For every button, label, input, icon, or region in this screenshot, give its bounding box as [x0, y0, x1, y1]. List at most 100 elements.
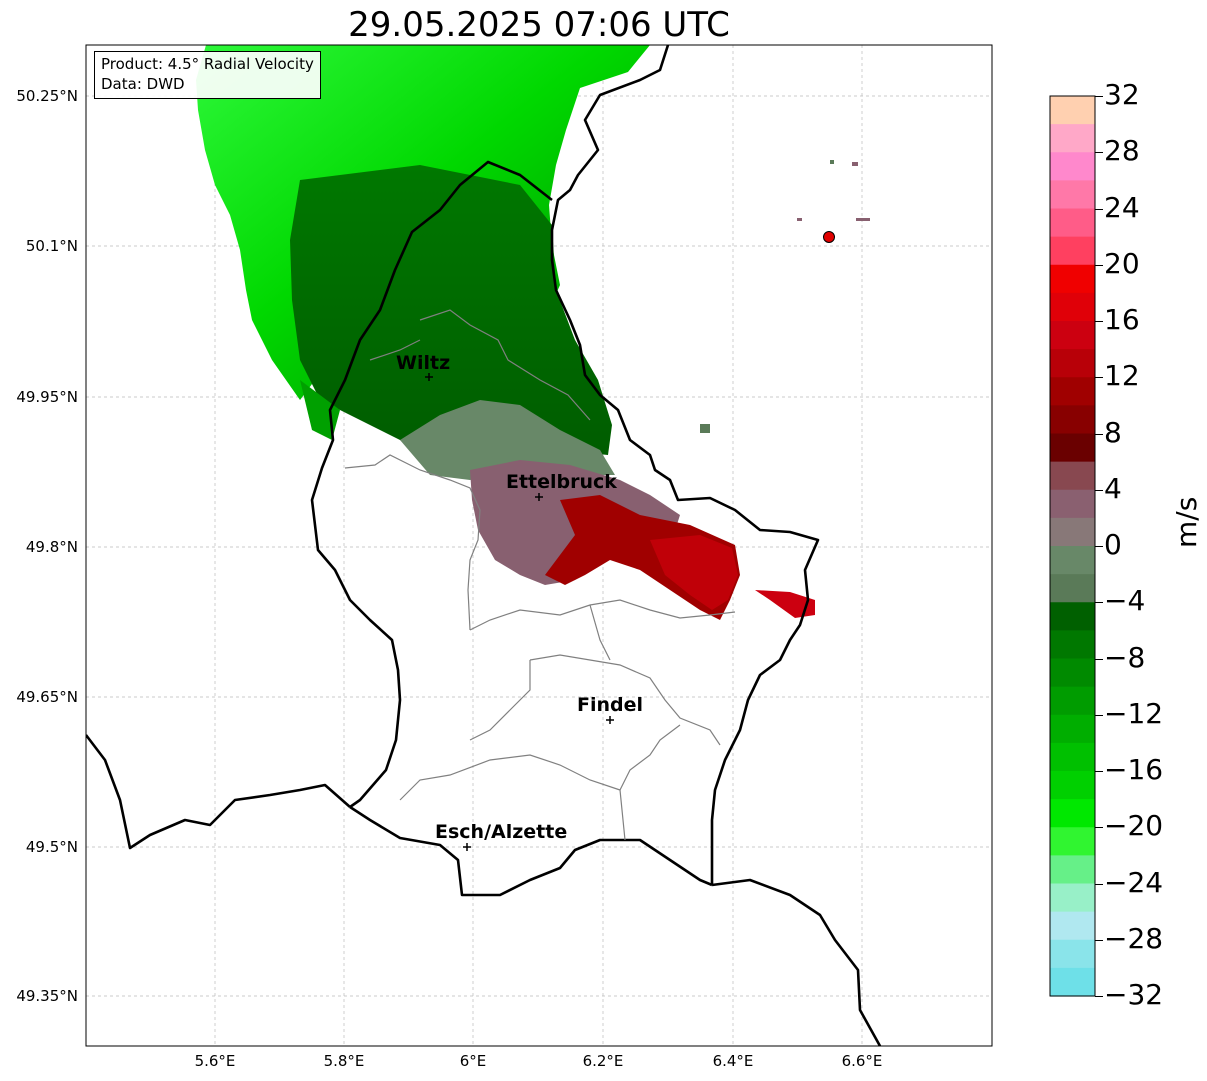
colorbar — [1050, 96, 1095, 997]
lon-tick: 5.8°E — [324, 1052, 365, 1070]
colorbar-tick-label: −24 — [1104, 865, 1164, 899]
colorbar-tick-label: 28 — [1104, 134, 1140, 168]
lat-tick: 49.5°N — [26, 838, 78, 856]
colorbar-bin — [1050, 292, 1095, 322]
colorbar-tick-label: 12 — [1104, 359, 1140, 393]
city-label-ettelbruck: Ettelbruck — [506, 471, 617, 493]
colorbar-bin — [1050, 686, 1095, 716]
colorbar-tick-mark — [1095, 827, 1103, 829]
colorbar-tick-label: 4 — [1104, 471, 1122, 505]
findel-marker — [606, 716, 614, 724]
border-be-fr — [86, 734, 351, 850]
info-box: Product: 4.5° Radial Velocity Data: DWD — [94, 51, 321, 99]
wiltz-marker — [425, 373, 433, 381]
border-lu-fr — [349, 805, 713, 897]
colorbar-unit-label: m/s — [1170, 496, 1203, 548]
lat-tick: 49.95°N — [16, 388, 78, 406]
colorbar-tick-mark — [1095, 96, 1103, 97]
colorbar-bin — [1050, 967, 1095, 997]
city-label-esch: Esch/Alzette — [435, 821, 567, 843]
colorbar-bin — [1050, 630, 1095, 660]
colorbar-bin — [1050, 939, 1095, 969]
colorbar-tick-label: 8 — [1104, 415, 1122, 449]
colorbar-bin — [1050, 517, 1095, 547]
colorbar-bin — [1050, 236, 1095, 266]
lon-tick: 6.4°E — [713, 1052, 754, 1070]
echo-near-zero — [400, 400, 615, 480]
colorbar-bin — [1050, 799, 1095, 828]
colorbar-tick-mark — [1095, 433, 1103, 435]
echo-speck-1 — [830, 160, 834, 164]
echo-speck-2 — [852, 162, 858, 166]
colorbar-bin — [1050, 489, 1095, 519]
colorbar-bin — [1050, 152, 1095, 181]
plot-frame — [85, 44, 993, 1047]
colorbar-tick-mark — [1095, 546, 1103, 547]
city-markers — [425, 373, 614, 851]
lon-tick: 6.2°E — [583, 1052, 624, 1070]
city-labels: Wiltz Ettelbruck Findel Esch/Alzette — [396, 352, 643, 843]
colorbar-tick-mark — [1095, 489, 1103, 491]
colorbar-tick-mark — [1095, 377, 1103, 379]
border-lu-be — [310, 160, 553, 809]
esch-marker — [463, 843, 471, 851]
product-label: Product: 4.5° Radial Velocity — [101, 55, 314, 73]
lat-tick: 49.35°N — [16, 987, 78, 1005]
canton-borders — [344, 309, 736, 841]
echo-inbound-dark — [290, 165, 612, 460]
colorbar-bin — [1050, 546, 1095, 575]
ettelbruck-marker — [535, 493, 543, 501]
colorbar-bin — [1050, 377, 1095, 406]
lon-tick-labels: 5.6°E 5.8°E 6°E 6.2°E 6.4°E 6.6°E — [195, 1052, 883, 1070]
colorbar-tick-mark — [1095, 264, 1103, 266]
border-lu-de-north — [550, 45, 820, 885]
colorbar-bin — [1050, 714, 1095, 744]
colorbar-bin — [1050, 602, 1095, 631]
echo-outbound-strong — [650, 535, 738, 610]
city-label-findel: Findel — [577, 694, 643, 716]
radar-echoes — [196, 45, 870, 620]
colorbar-bin — [1050, 405, 1095, 435]
colorbar-bin — [1050, 208, 1095, 238]
lon-tick: 6.6°E — [842, 1052, 883, 1070]
lat-tick: 50.1°N — [26, 237, 78, 255]
colorbar-bin — [1050, 827, 1095, 856]
echo-speck-4 — [797, 218, 802, 221]
border-de-fr — [711, 878, 882, 1046]
colorbar-tick-mark — [1095, 208, 1103, 210]
echo-inbound-far — [300, 380, 340, 440]
city-label-wiltz: Wiltz — [396, 352, 450, 374]
map-title: 29.05.2025 07:06 UTC — [348, 5, 730, 45]
colorbar-bin — [1050, 180, 1095, 210]
lon-tick: 5.6°E — [195, 1052, 236, 1070]
echo-outbound-east — [755, 590, 815, 618]
colorbar-tick-mark — [1095, 714, 1103, 716]
colorbar-tick-label: −4 — [1104, 584, 1146, 618]
colorbar-tick-mark — [1095, 939, 1103, 941]
colorbar-tick-label: −28 — [1104, 921, 1164, 955]
colorbar-bin — [1050, 349, 1095, 378]
colorbar-bin — [1050, 574, 1095, 603]
colorbar-tick-label: −32 — [1104, 978, 1164, 1011]
echo-small-spot — [700, 424, 710, 433]
colorbar-bin — [1050, 433, 1095, 463]
colorbar-tick-mark — [1095, 321, 1103, 322]
colorbar-tick-label: 20 — [1104, 246, 1140, 280]
echo-speck-3 — [856, 218, 870, 221]
colorbar-bin — [1050, 742, 1095, 772]
country-borders — [86, 45, 882, 1046]
lat-tick-labels: 50.25°N 50.1°N 49.95°N 49.8°N 49.65°N 49… — [16, 87, 78, 1005]
colorbar-bin — [1050, 771, 1095, 800]
lat-tick: 49.65°N — [16, 688, 78, 706]
colorbar-tick-label: −12 — [1104, 696, 1164, 730]
colorbar-tick-label: 32 — [1104, 78, 1140, 111]
colorbar-tick-mark — [1095, 883, 1103, 885]
lat-tick: 50.25°N — [16, 87, 78, 105]
colorbar-tick-label: 0 — [1104, 528, 1122, 561]
colorbar-bin — [1050, 264, 1095, 294]
lon-tick: 6°E — [460, 1052, 487, 1070]
colorbar-bin — [1050, 461, 1095, 491]
radar-site-marker — [823, 231, 835, 243]
colorbar-tick-label: −16 — [1104, 753, 1164, 786]
